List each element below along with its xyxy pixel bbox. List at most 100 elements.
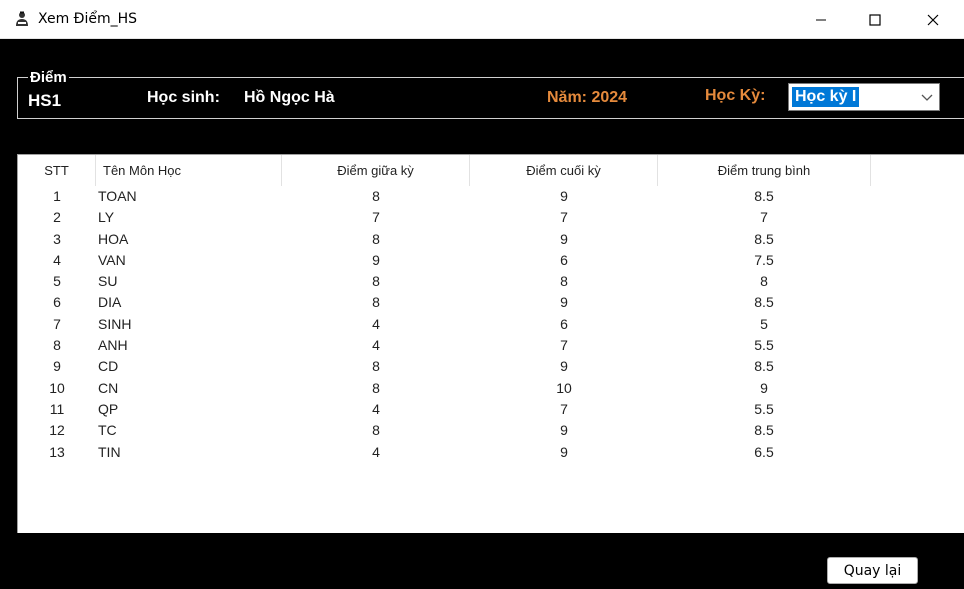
- student-name: Hồ Ngọc Hà: [244, 89, 335, 106]
- cell-midterm: 4: [372, 337, 380, 354]
- cell-subject: DIA: [98, 294, 122, 311]
- cell-stt: 1: [53, 188, 61, 204]
- column-header-stt[interactable]: STT: [18, 155, 96, 186]
- cell-average: 5.5: [754, 400, 774, 417]
- minimize-icon: [816, 19, 826, 20]
- cell-stt: 6: [53, 294, 61, 311]
- student-label: Học sinh:: [147, 89, 220, 106]
- column-header-midterm[interactable]: Điểm giữa kỳ: [282, 155, 470, 186]
- cell-final: 7: [560, 337, 568, 354]
- chevron-down-icon[interactable]: [921, 92, 933, 102]
- term-select-value: Học kỳ I: [792, 87, 860, 107]
- table-row[interactable]: 10 CN 8 10 9: [18, 378, 964, 399]
- table-row[interactable]: 12 TC 8 9 8.5: [18, 420, 964, 441]
- cell-average: 6.5: [754, 443, 774, 460]
- cell-subject: QP: [98, 400, 119, 417]
- cell-midterm: 4: [372, 400, 380, 417]
- maximize-button[interactable]: [852, 0, 898, 39]
- table-row[interactable]: 2 LY 7 7 7: [18, 207, 964, 228]
- minimize-button[interactable]: [798, 0, 844, 39]
- cell-average: 9: [760, 379, 768, 396]
- cell-average: 5: [760, 315, 768, 332]
- groupbox-label: Điểm: [28, 69, 69, 86]
- cell-subject: CD: [98, 358, 119, 375]
- cell-average: 7.5: [754, 251, 774, 268]
- back-button[interactable]: Quay lại: [827, 557, 918, 584]
- cell-average: 8.5: [754, 294, 774, 311]
- table-row[interactable]: 5 SU 8 8 8: [18, 271, 964, 292]
- column-header-subject[interactable]: Tên Môn Học: [96, 155, 282, 186]
- cell-midterm: 8: [372, 188, 380, 204]
- cell-stt: 12: [49, 422, 65, 439]
- cell-final: 9: [560, 443, 568, 460]
- cell-subject: LY: [98, 209, 115, 226]
- cell-stt: 3: [53, 230, 61, 247]
- term-label: Học Kỳ:: [705, 87, 766, 104]
- table-row[interactable]: 13 TIN 4 9 6.5: [18, 442, 964, 463]
- table-row[interactable]: 6 DIA 8 9 8.5: [18, 292, 964, 313]
- cell-subject: TOAN: [98, 188, 137, 204]
- grid-rows: 1 TOAN 8 9 8.5 2 LY 7 7 7 3 HOA 8 9 8.5 4 VAN 9 6 7.5 5 SU 8 8 8…: [18, 186, 964, 463]
- student-code: HS1: [28, 91, 62, 110]
- cell-midterm: 8: [372, 379, 380, 396]
- cell-midterm: 4: [372, 443, 380, 460]
- cell-average: 8.5: [754, 230, 774, 247]
- cell-midterm: 8: [372, 273, 380, 290]
- grid-header: STT Tên Môn Học Điểm giữa kỳ Điểm cuối k…: [18, 155, 964, 186]
- close-icon: [927, 14, 939, 25]
- table-row[interactable]: 3 HOA 8 9 8.5: [18, 229, 964, 250]
- table-row[interactable]: 11 QP 4 7 5.5: [18, 399, 964, 420]
- maximize-icon: [869, 13, 881, 26]
- cell-final: 8: [560, 273, 568, 290]
- table-row[interactable]: 8 ANH 4 7 5.5: [18, 335, 964, 356]
- cell-final: 10: [556, 379, 572, 396]
- cell-final: 9: [560, 188, 568, 204]
- cell-stt: 11: [49, 400, 65, 417]
- cell-subject: SINH: [98, 315, 132, 332]
- cell-stt: 2: [53, 209, 61, 226]
- scores-grid[interactable]: STT Tên Môn Học Điểm giữa kỳ Điểm cuối k…: [17, 154, 964, 533]
- cell-final: 6: [560, 251, 568, 268]
- cell-stt: 13: [49, 443, 65, 460]
- cell-stt: 9: [53, 358, 61, 375]
- table-row[interactable]: 4 VAN 9 6 7.5: [18, 250, 964, 271]
- cell-average: 8.5: [754, 422, 774, 439]
- score-groupbox: [17, 77, 964, 119]
- cell-midterm: 8: [372, 230, 380, 247]
- cell-midterm: 8: [372, 358, 380, 375]
- app-icon: [16, 11, 28, 26]
- cell-midterm: 7: [372, 209, 380, 226]
- cell-average: 8: [760, 273, 768, 290]
- cell-final: 7: [560, 209, 568, 226]
- cell-average: 7: [760, 209, 768, 226]
- column-header-final[interactable]: Điểm cuối kỳ: [470, 155, 658, 186]
- cell-stt: 8: [53, 337, 61, 354]
- cell-subject: SU: [98, 273, 118, 290]
- cell-final: 9: [560, 230, 568, 247]
- cell-midterm: 4: [372, 315, 380, 332]
- term-select[interactable]: Học kỳ I: [788, 83, 940, 111]
- window-title: Xem Điểm_HS: [38, 11, 138, 27]
- cell-final: 7: [560, 400, 568, 417]
- cell-subject: ANH: [98, 337, 128, 354]
- year-label: Năm: 2024: [547, 89, 628, 106]
- cell-midterm: 8: [372, 294, 380, 311]
- cell-subject: HOA: [98, 230, 129, 247]
- table-row[interactable]: 1 TOAN 8 9 8.5: [18, 186, 964, 207]
- cell-stt: 4: [53, 251, 61, 268]
- cell-final: 9: [560, 358, 568, 375]
- cell-average: 5.5: [754, 337, 774, 354]
- cell-final: 9: [560, 422, 568, 439]
- title-bar: Xem Điểm_HS: [0, 0, 964, 39]
- cell-stt: 5: [53, 273, 61, 290]
- table-row[interactable]: 9 CD 8 9 8.5: [18, 356, 964, 377]
- cell-final: 6: [560, 315, 568, 332]
- cell-average: 8.5: [754, 358, 774, 375]
- cell-stt: 7: [53, 315, 61, 332]
- close-button[interactable]: [910, 0, 956, 39]
- column-header-average[interactable]: Điểm trung bình: [658, 155, 871, 186]
- cell-subject: TIN: [98, 443, 121, 460]
- table-row[interactable]: 7 SINH 4 6 5: [18, 314, 964, 335]
- cell-stt: 10: [49, 379, 65, 396]
- cell-midterm: 8: [372, 422, 380, 439]
